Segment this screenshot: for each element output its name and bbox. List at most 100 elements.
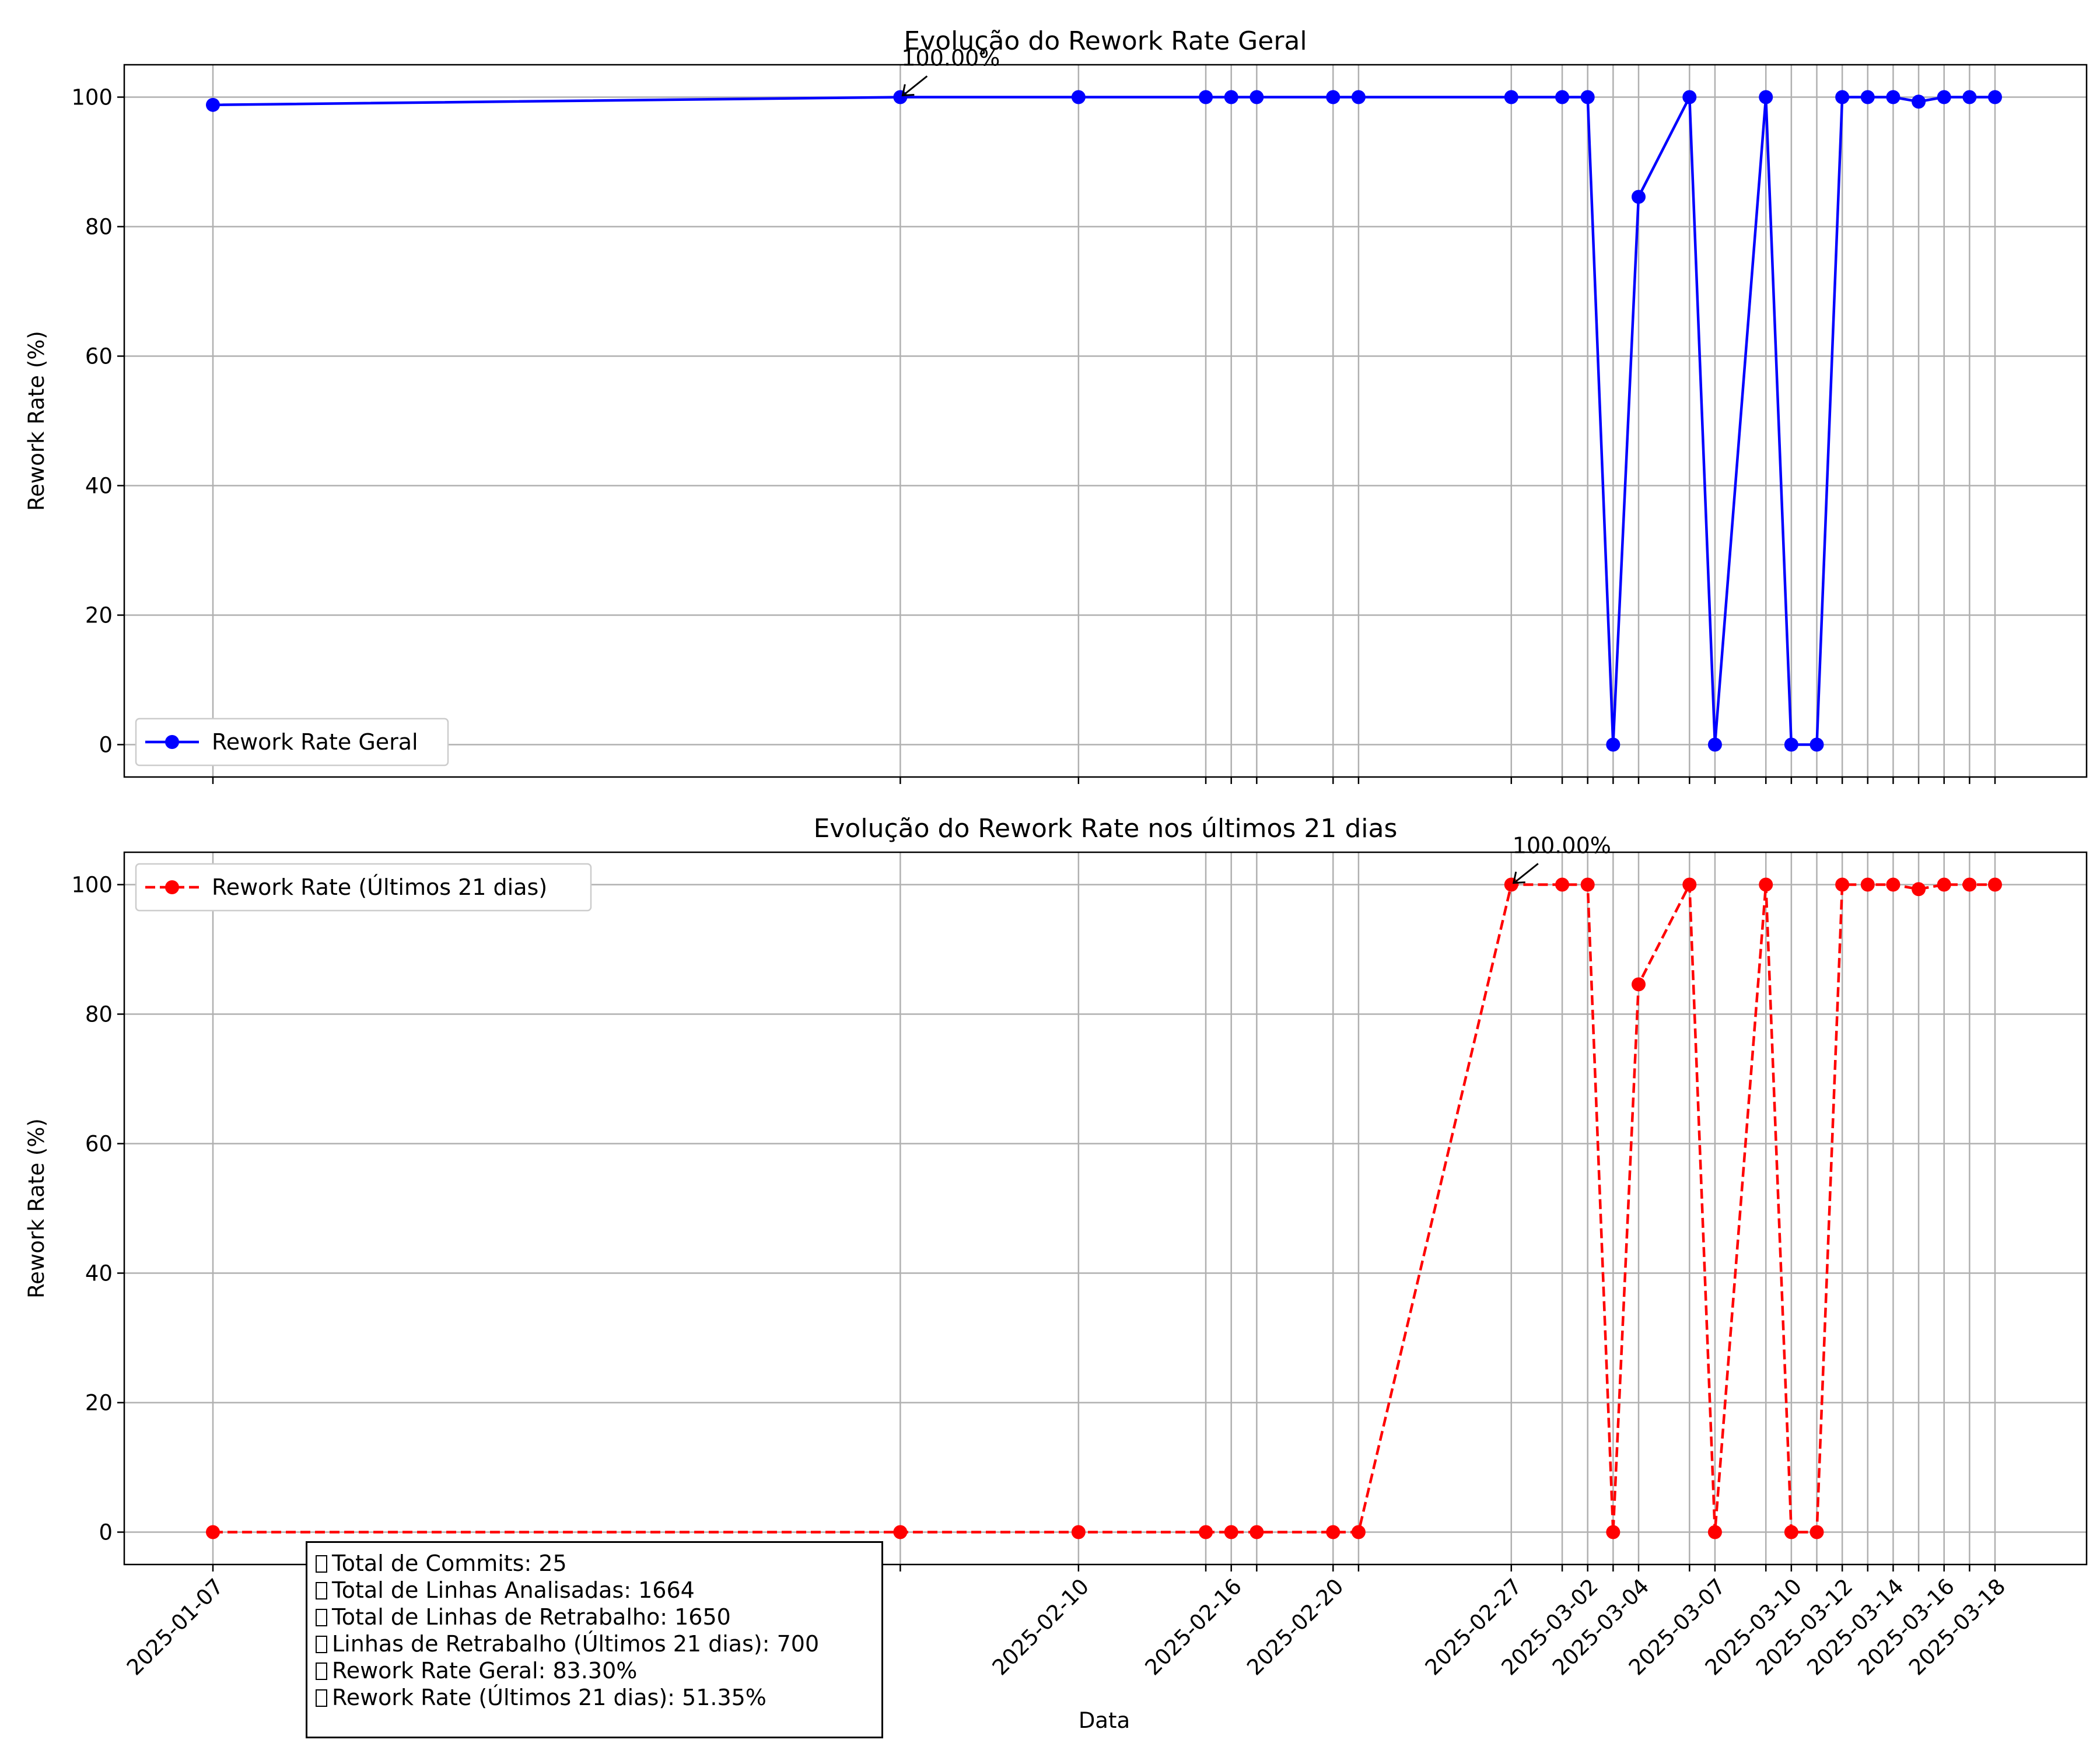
data-point xyxy=(1784,1525,1798,1539)
data-point xyxy=(1250,1525,1264,1539)
stats-line: Total de Linhas Analisadas: 1664 xyxy=(316,1577,873,1604)
y-tick-label: 40 xyxy=(85,1261,113,1286)
y-tick-label: 80 xyxy=(85,1002,113,1027)
y-tick-label: 100 xyxy=(71,873,113,898)
missing-glyph-icon xyxy=(316,1555,327,1573)
missing-glyph-icon xyxy=(316,1662,327,1680)
chart-title: Evolução do Rework Rate Geral xyxy=(904,26,1307,56)
data-point xyxy=(1707,737,1722,752)
data-point xyxy=(1224,90,1238,104)
stats-line: Rework Rate (Últimos 21 dias): 51.35% xyxy=(316,1684,873,1711)
data-point xyxy=(1606,1525,1620,1539)
data-point xyxy=(1988,877,2002,892)
data-point xyxy=(1224,1525,1238,1539)
stats-rework-lines: Total de Linhas de Retrabalho: 1650 xyxy=(332,1604,731,1630)
stats-total-commits: Total de Commits: 25 xyxy=(332,1550,567,1576)
y-tick-label: 0 xyxy=(99,733,113,758)
stats-rework-rate-21d: Rework Rate (Últimos 21 dias): 51.35% xyxy=(332,1685,766,1710)
legend-label: Rework Rate Geral xyxy=(212,729,418,755)
data-point xyxy=(1784,737,1798,752)
data-point xyxy=(1326,90,1340,104)
data-point xyxy=(893,1525,908,1539)
data-point xyxy=(1555,877,1570,892)
legend-marker xyxy=(165,735,179,749)
data-point xyxy=(1632,977,1646,992)
y-tick-label: 40 xyxy=(85,474,113,499)
y-axis-label: Rework Rate (%) xyxy=(24,1118,49,1298)
data-point xyxy=(1682,877,1697,892)
chart-title: Evolução do Rework Rate nos últimos 21 d… xyxy=(814,814,1398,844)
x-tick-label: 2025-02-20 xyxy=(1242,1574,1348,1680)
stats-rework-lines-21d: Linhas de Retrabalho (Últimos 21 dias): … xyxy=(332,1631,820,1657)
stats-rework-rate-total: Rework Rate Geral: 83.30% xyxy=(332,1658,638,1684)
plot-frame xyxy=(123,64,2088,778)
data-point xyxy=(1835,90,1850,104)
annotation-label: 100.00% xyxy=(1513,833,1611,859)
data-point xyxy=(206,1525,220,1539)
data-point xyxy=(1759,877,1773,892)
y-tick-label: 80 xyxy=(85,215,113,240)
stats-line: Rework Rate Geral: 83.30% xyxy=(316,1657,873,1684)
series-line xyxy=(213,879,1995,1534)
stats-total-lines: Total de Linhas Analisadas: 1664 xyxy=(332,1577,695,1603)
data-point xyxy=(1912,94,1926,109)
data-point xyxy=(1580,877,1595,892)
data-point xyxy=(1962,90,1977,104)
x-tick-label: 2025-01-07 xyxy=(122,1574,228,1680)
y-tick-label: 0 xyxy=(99,1520,113,1545)
plot-frame xyxy=(123,851,2088,1566)
data-point xyxy=(1606,737,1620,752)
missing-glyph-icon xyxy=(316,1609,327,1626)
data-point xyxy=(1937,90,1951,104)
data-point xyxy=(1199,1525,1213,1539)
data-point xyxy=(1860,90,1875,104)
y-axis-label: Rework Rate (%) xyxy=(24,331,49,511)
legend-label: Rework Rate (Últimos 21 dias) xyxy=(212,874,547,900)
annotation-arrowhead xyxy=(1512,872,1525,884)
series-line xyxy=(212,92,1995,746)
data-point xyxy=(1326,1525,1340,1539)
legend-marker xyxy=(165,880,179,894)
missing-glyph-icon xyxy=(316,1689,327,1707)
data-point xyxy=(1351,90,1366,104)
data-point xyxy=(1707,1525,1722,1539)
x-tick-label: 2025-02-10 xyxy=(988,1574,1094,1680)
data-point xyxy=(1886,877,1901,892)
data-point xyxy=(1682,90,1697,104)
data-point xyxy=(1937,877,1951,892)
stats-line: Total de Commits: 25 xyxy=(316,1550,873,1577)
x-tick-label: 2025-02-16 xyxy=(1140,1574,1247,1680)
annotation-arrowhead xyxy=(901,84,915,97)
y-tick-label: 20 xyxy=(85,1391,113,1416)
y-tick-label: 100 xyxy=(71,85,113,110)
chart-panel-1: 0 20 40 60 80 100 Evolução do Rework Rate Gera… xyxy=(24,26,2088,784)
data-point xyxy=(1071,90,1086,104)
data-point xyxy=(1886,90,1901,104)
data-point xyxy=(1580,90,1595,104)
data-point xyxy=(1555,90,1570,104)
data-point xyxy=(1988,90,2002,104)
y-tick-label: 60 xyxy=(85,344,113,369)
x-axis-label: Data xyxy=(1079,1708,1130,1733)
y-tick-label: 60 xyxy=(85,1132,113,1157)
data-point xyxy=(1759,90,1773,104)
data-point xyxy=(1071,1525,1086,1539)
data-point xyxy=(1351,1525,1366,1539)
data-point xyxy=(1199,90,1213,104)
data-point xyxy=(893,90,908,104)
data-point xyxy=(1810,737,1824,752)
stats-line: Total de Linhas de Retrabalho: 1650 xyxy=(316,1604,873,1630)
y-tick-label: 20 xyxy=(85,603,113,628)
data-point xyxy=(1835,877,1850,892)
data-point xyxy=(1810,1525,1824,1539)
stats-box: Total de Commits: 25 Total de Linhas Ana… xyxy=(306,1541,883,1738)
stats-line: Linhas de Retrabalho (Últimos 21 dias): … xyxy=(316,1630,873,1657)
data-point xyxy=(1504,90,1518,104)
missing-glyph-icon xyxy=(316,1636,327,1653)
annotation-arrow xyxy=(903,75,928,96)
data-point xyxy=(206,97,220,112)
annotation-label: 100.00% xyxy=(901,46,1000,71)
data-point xyxy=(1962,877,1977,892)
legend-box xyxy=(135,863,592,912)
